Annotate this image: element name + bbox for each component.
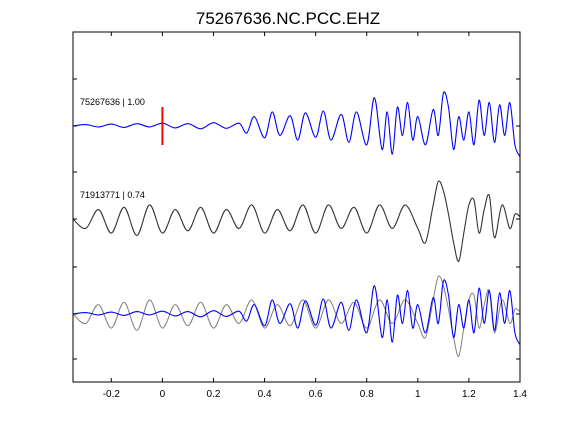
trace-label-event-2: 71913771 | 0.74 bbox=[80, 190, 145, 200]
trace-label-event-1: 75267636 | 1.00 bbox=[80, 97, 145, 107]
x-ticks: -0.2 0 0.2 0.4 0.6 0.8 1 1.2 1.4 bbox=[103, 32, 527, 400]
trace-line-2 bbox=[72, 279, 521, 345]
x-tick-label: 1 bbox=[415, 389, 421, 400]
x-tick-label: 0.2 bbox=[207, 389, 221, 400]
trace-line-0 bbox=[72, 91, 521, 157]
x-tick-label: 1.2 bbox=[462, 389, 476, 400]
trace-overlay-2 bbox=[72, 275, 521, 357]
trace-line-1 bbox=[72, 180, 521, 262]
x-tick-label: -0.2 bbox=[103, 389, 121, 400]
x-tick-label: 0.8 bbox=[360, 389, 374, 400]
x-tick-label: 0 bbox=[160, 389, 166, 400]
x-tick-label: 1.4 bbox=[513, 389, 527, 400]
chart-title: 75267636.NC.PCC.EHZ bbox=[196, 9, 380, 28]
plot-frame bbox=[72, 31, 521, 383]
x-tick-label: 0.6 bbox=[309, 389, 323, 400]
traces bbox=[72, 91, 521, 357]
x-tick-label: 0.4 bbox=[258, 389, 272, 400]
